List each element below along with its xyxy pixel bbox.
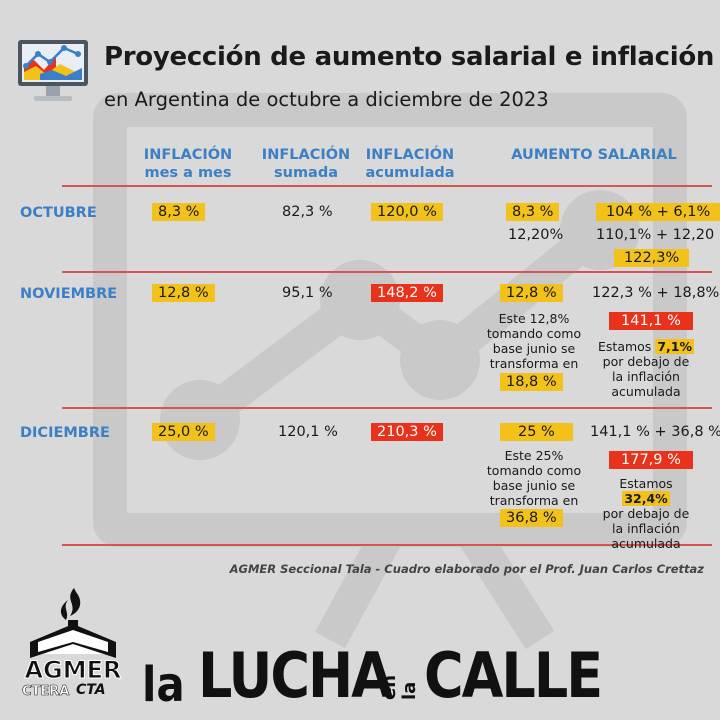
cell-aumento-calc: 141,1 % + 36,8 %	[590, 424, 720, 440]
note-gap-value: 7,1%	[655, 339, 694, 354]
note-line: acumulada	[611, 536, 681, 551]
note-line: acumulada	[611, 384, 681, 399]
chart-monitor-icon	[18, 40, 88, 101]
cell-inflacion-sumada: 95,1 %	[282, 285, 333, 301]
note-base-junio: Este 25% tomando como base junio se tran…	[478, 448, 590, 508]
slogan-calle: CALLE	[424, 639, 603, 712]
note-line: por debajo de	[602, 506, 690, 521]
cell-aumento-result: 36,8 %	[500, 509, 563, 527]
cell-aumento-sub: 12,20%	[508, 227, 564, 243]
row-month-octubre: OCTUBRE	[20, 205, 97, 221]
slogan-la-2: la	[399, 681, 420, 700]
note-line: la inflación	[612, 521, 680, 536]
note-gap-value: 32,4%	[622, 491, 670, 506]
cell-inflacion-acumulada: 120,0 %	[371, 203, 443, 221]
cell-inflacion-mes: 12,8 %	[152, 284, 215, 302]
slogan-lucha: LUCHA	[198, 639, 393, 712]
note-line: la inflación	[612, 369, 680, 384]
column-header-line: acumulada	[365, 165, 455, 181]
note-line: tomando como	[486, 326, 582, 341]
note-line: transforma en	[489, 493, 579, 508]
note-line: Este 25%	[504, 448, 564, 463]
slogan-en: en	[379, 674, 400, 700]
column-header-line: sumada	[273, 165, 338, 181]
row-divider	[62, 185, 712, 187]
cell-aumento-calc: 122,3 % + 18,8%	[592, 285, 720, 301]
row-divider	[62, 271, 712, 273]
row-divider	[62, 544, 712, 546]
logo-sub2: CTA	[76, 682, 106, 698]
cell-inflacion-sumada: 82,3 %	[282, 204, 333, 220]
cell-inflacion-mes: 25,0 %	[152, 423, 215, 441]
column-header-inflacion-mes: INFLACIÓN mes a mes	[128, 146, 248, 182]
column-header-aumento-salarial: AUMENTO SALARIAL	[511, 147, 677, 163]
note-line: Este 12,8%	[498, 311, 570, 326]
row-month-diciembre: DICIEMBRE	[20, 425, 110, 441]
cell-aumento-total: 122,3%	[614, 249, 690, 267]
note-estamos-debajo: Estamos 32,4% por debajo de la inflación…	[594, 476, 698, 551]
column-header-line: INFLACIÓN	[365, 147, 455, 163]
cell-aumento-total: 141,1 %	[609, 312, 693, 330]
cell-aumento: 12,8 %	[500, 284, 563, 302]
cell-aumento-result: 18,8 %	[500, 373, 563, 391]
cell-aumento-calc: 104 % + 6,1%	[596, 203, 720, 221]
note-line: por debajo de	[602, 354, 690, 369]
column-header-line: mes a mes	[144, 165, 232, 181]
credit-line: AGMER Seccional Tala - Cuadro elaborado …	[229, 562, 704, 576]
cell-inflacion-mes: 8,3 %	[152, 203, 206, 221]
cell-aumento: 25 %	[500, 423, 573, 441]
cell-aumento-total: 177,9 %	[609, 451, 693, 469]
logo-sub1: CTERA	[22, 684, 70, 700]
column-header-line: INFLACIÓN	[143, 147, 233, 163]
column-header-inflacion-acumulada: INFLACIÓN acumulada	[356, 146, 464, 182]
note-estamos-debajo: Estamos 7,1% por debajo de la inflación …	[594, 339, 698, 399]
agmer-logo: AGMER CTERA CTA	[14, 582, 132, 708]
column-header-inflacion-sumada: INFLACIÓN sumada	[252, 146, 360, 182]
row-month-noviembre: NOVIEMBRE	[20, 286, 118, 302]
cell-aumento: 8,3 %	[506, 203, 560, 221]
page-subtitle: en Argentina de octubre a diciembre de 2…	[104, 88, 549, 111]
note-line: base junio se	[492, 341, 576, 356]
note-line: transforma en	[489, 356, 579, 371]
cell-inflacion-sumada: 120,1 %	[278, 424, 338, 440]
cell-inflacion-acumulada: 148,2 %	[371, 284, 443, 302]
note-line: base junio se	[492, 478, 576, 493]
note-text: Estamos	[619, 476, 673, 491]
cell-aumento-calc-2: 110,1% + 12,20	[596, 227, 715, 243]
page-title: Proyección de aumento salarial e inflaci…	[104, 42, 715, 72]
note-text: Estamos	[598, 339, 652, 354]
cell-inflacion-acumulada: 210,3 %	[371, 423, 443, 441]
row-divider	[62, 407, 712, 409]
logo-name: AGMER	[24, 656, 122, 685]
note-line: tomando como	[486, 463, 582, 478]
torch-book-icon	[30, 588, 116, 658]
column-header-line: INFLACIÓN	[261, 147, 351, 163]
note-base-junio: Este 12,8% tomando como base junio se tr…	[478, 311, 590, 371]
slogan-la: la	[142, 656, 185, 713]
